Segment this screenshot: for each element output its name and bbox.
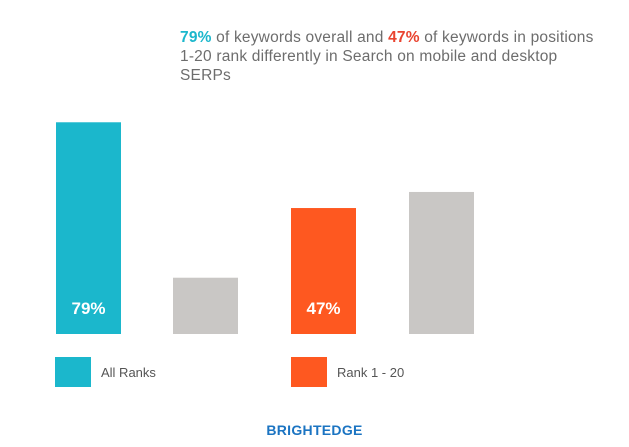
legend-swatch-all-ranks (55, 357, 91, 387)
annotation-pct-top20: 47% (388, 29, 420, 46)
bar-all-ranks (56, 122, 121, 334)
bar-rank-1-20 (291, 208, 356, 334)
chart-annotation: 79% of keywords overall and 47% of keywo… (180, 28, 600, 85)
legend-label-rank-1-20: Rank 1 - 20 (337, 364, 405, 380)
annotation-text-2: of keywords in positions 1-20 rank diffe… (180, 29, 594, 84)
legend-item-rank-1-20: Rank 1 - 20 (291, 357, 404, 387)
brand-logo-text: BRIGHTEDGE (266, 422, 363, 438)
bar-rank-1-20-remainder (409, 191, 474, 334)
data-label-all-ranks: 79% (71, 299, 105, 318)
annotation-text-1: of keywords overall and (211, 29, 389, 46)
bar-all-ranks-remainder (173, 277, 238, 334)
legend-item-all-ranks: All Ranks (55, 357, 156, 387)
data-label-rank-1-20: 47% (306, 299, 340, 318)
legend-label-all-ranks: All Ranks (101, 364, 156, 380)
annotation-pct-overall: 79% (180, 29, 212, 46)
legend-swatch-rank-1-20 (291, 357, 327, 387)
